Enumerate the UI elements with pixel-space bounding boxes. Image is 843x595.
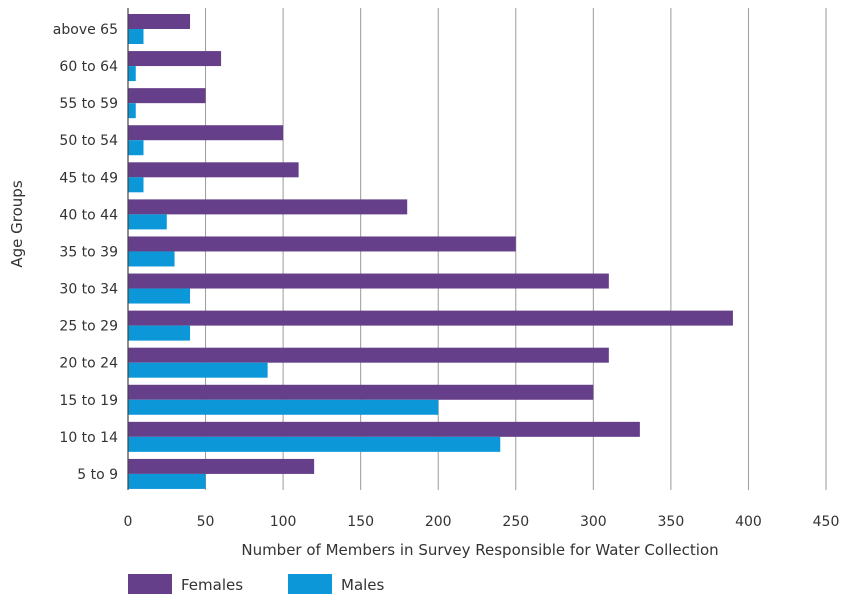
bar-males bbox=[128, 66, 136, 82]
x-tick-label: 300 bbox=[580, 514, 607, 530]
bar-females bbox=[128, 421, 640, 437]
bar-females bbox=[128, 88, 206, 104]
y-tick-label: 55 to 59 bbox=[59, 96, 118, 112]
bar-males bbox=[128, 29, 144, 44]
bar-females bbox=[128, 162, 299, 178]
bar-females bbox=[128, 14, 191, 29]
bar-males bbox=[128, 325, 191, 341]
y-axis-title: Age Groups bbox=[8, 180, 26, 267]
bar-males bbox=[128, 177, 144, 193]
x-tick-label: 350 bbox=[658, 514, 685, 530]
bar-females bbox=[128, 273, 609, 289]
y-tick-label: 20 to 24 bbox=[59, 356, 118, 372]
bar-females bbox=[128, 347, 609, 363]
x-tick-label: 150 bbox=[347, 514, 374, 530]
y-tick-label: 40 to 44 bbox=[59, 207, 118, 223]
legend: Females Males bbox=[128, 574, 385, 594]
x-axis-title: Number of Members in Survey Responsible … bbox=[241, 541, 718, 559]
x-tick-label: 50 bbox=[197, 514, 215, 530]
bar-females bbox=[128, 125, 284, 141]
y-tick-label: above 65 bbox=[53, 22, 118, 38]
bar-females bbox=[128, 310, 733, 326]
bars bbox=[128, 14, 733, 489]
bar-males bbox=[128, 214, 167, 230]
bar-males bbox=[128, 399, 439, 415]
bar-females bbox=[128, 51, 222, 67]
y-tick-label: 15 to 19 bbox=[59, 393, 118, 409]
x-tick-label: 0 bbox=[124, 514, 133, 530]
x-tick-label: 400 bbox=[735, 514, 762, 530]
x-tick-label: 100 bbox=[270, 514, 297, 530]
legend-label-males: Males bbox=[341, 576, 385, 594]
bar-females bbox=[128, 199, 408, 215]
legend-label-females: Females bbox=[181, 576, 243, 594]
x-tick-label: 250 bbox=[502, 514, 529, 530]
y-tick-label: 50 to 54 bbox=[59, 133, 118, 149]
bar-females bbox=[128, 236, 516, 252]
y-tick-label: 35 to 39 bbox=[59, 244, 118, 260]
y-tick-label: 30 to 34 bbox=[59, 282, 118, 298]
bar-males bbox=[128, 362, 268, 378]
bar-males bbox=[128, 436, 501, 452]
y-tick-label: 25 to 29 bbox=[59, 319, 118, 335]
bar-males bbox=[128, 103, 136, 119]
bar-females bbox=[128, 458, 315, 474]
y-tick-label: 60 to 64 bbox=[59, 59, 118, 75]
bar-males bbox=[128, 251, 175, 267]
legend-swatch-females bbox=[128, 574, 172, 594]
bar-females bbox=[128, 384, 594, 400]
bar-males bbox=[128, 140, 144, 156]
legend-swatch-males bbox=[288, 574, 332, 594]
x-tick-labels: 0 50 100 150 200 250 300 350 400 450 bbox=[124, 514, 840, 530]
y-tick-label: 45 to 49 bbox=[59, 170, 118, 186]
bar-males bbox=[128, 288, 191, 304]
y-tick-labels: above 65 60 to 64 55 to 59 50 to 54 45 to 49… bbox=[53, 22, 118, 483]
y-tick-label: 5 to 9 bbox=[77, 467, 118, 483]
y-tick-label: 10 to 14 bbox=[59, 430, 118, 446]
x-tick-label: 200 bbox=[425, 514, 452, 530]
x-tick-label: 450 bbox=[813, 514, 840, 530]
bar-males bbox=[128, 473, 206, 489]
